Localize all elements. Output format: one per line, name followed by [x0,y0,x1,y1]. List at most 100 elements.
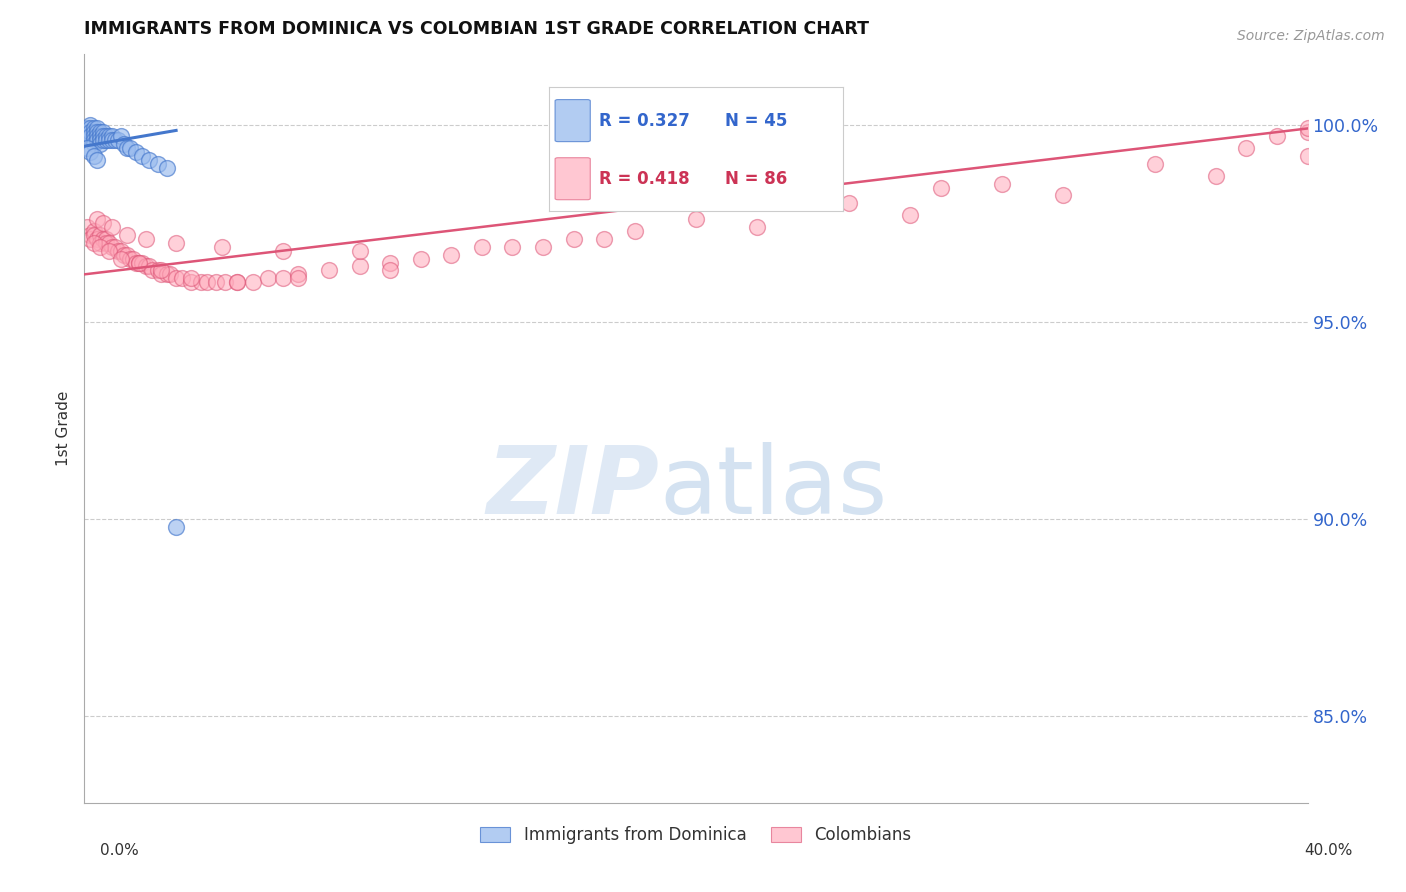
Point [287,268,309,282]
Point [86,129,108,144]
Point [271,244,294,258]
Point [120,141,142,155]
Point [138,153,160,167]
Point [195,275,218,289]
Point [79,232,101,246]
Point [101,220,124,235]
Point [110,252,132,266]
Point [83,121,105,136]
Point [86,153,108,167]
Point [89,235,111,250]
Point [349,260,371,274]
Point [89,137,111,152]
Point [83,133,105,147]
Point [1205,169,1227,183]
Point [471,240,494,254]
Point [83,137,105,152]
Point [97,129,120,144]
Point [838,196,860,211]
Legend: Immigrants from Dominica, Colombians: Immigrants from Dominica, Colombians [474,820,918,851]
Point [128,255,150,269]
Point [257,271,280,285]
Point [91,216,114,230]
Point [685,212,707,227]
Point [76,125,98,139]
Point [76,220,98,235]
Point [172,271,194,285]
Point [122,252,145,266]
Point [271,271,294,285]
Point [349,244,371,258]
Point [97,244,120,258]
Point [83,227,105,242]
Point [1296,125,1319,139]
Point [156,161,179,175]
Point [79,227,101,242]
Point [214,275,236,289]
Point [593,232,616,246]
Point [83,129,105,144]
Point [624,224,647,238]
Point [79,121,101,136]
Text: ZIP: ZIP [486,442,659,534]
Point [76,121,98,136]
Point [83,224,105,238]
Point [86,232,108,246]
Point [86,125,108,139]
Point [79,118,101,132]
Point [380,255,402,269]
Point [101,133,124,147]
Point [131,149,153,163]
Point [287,271,309,285]
Point [91,125,114,139]
Point [107,244,129,258]
Point [94,232,117,246]
Point [149,263,172,277]
Point [159,268,181,282]
Point [125,145,148,160]
Point [83,235,105,250]
Point [135,232,157,246]
Point [149,268,172,282]
Point [146,157,169,171]
Point [91,133,114,147]
Point [89,240,111,254]
Point [79,125,101,139]
Point [112,137,135,152]
Point [101,240,124,254]
Point [1296,121,1319,136]
Point [104,240,127,254]
Text: atlas: atlas [659,442,887,534]
Point [226,275,249,289]
Point [562,232,585,246]
Point [115,141,138,155]
Point [110,129,132,144]
Point [180,275,202,289]
Point [101,129,124,144]
Point [89,125,111,139]
Point [991,177,1014,191]
Point [104,133,127,147]
Point [110,244,132,258]
Point [83,125,105,139]
Point [79,145,101,160]
Point [89,129,111,144]
Point [135,260,157,274]
Point [440,247,463,261]
Point [120,252,142,266]
Point [180,271,202,285]
Point [165,235,187,250]
Y-axis label: 1st Grade: 1st Grade [56,391,72,466]
Text: IMMIGRANTS FROM DOMINICA VS COLOMBIAN 1ST GRADE CORRELATION CHART: IMMIGRANTS FROM DOMINICA VS COLOMBIAN 1S… [84,21,869,38]
Point [1296,149,1319,163]
Text: 0.0%: 0.0% [100,843,139,858]
Point [91,232,114,246]
Point [125,255,148,269]
Point [94,235,117,250]
Point [531,240,554,254]
Point [89,227,111,242]
Point [502,240,524,254]
Point [89,133,111,147]
Point [165,271,187,285]
Point [205,275,228,289]
